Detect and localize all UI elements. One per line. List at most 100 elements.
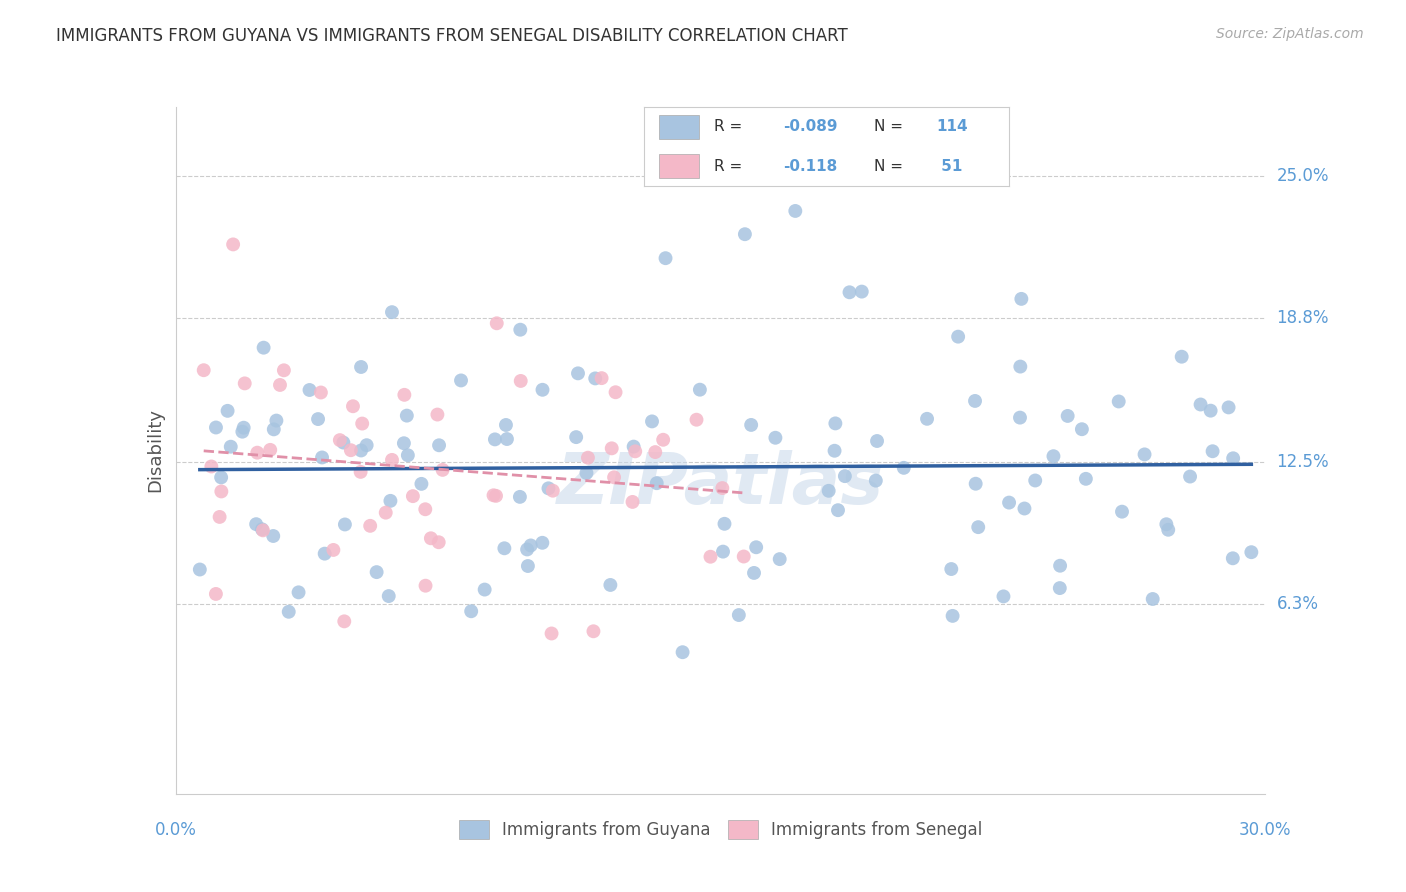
Point bbox=[1056, 409, 1078, 423]
Point bbox=[262, 529, 284, 543]
Point bbox=[1024, 474, 1046, 488]
Point bbox=[641, 414, 664, 428]
Point bbox=[246, 445, 269, 459]
FancyBboxPatch shape bbox=[659, 154, 699, 178]
Point bbox=[1049, 581, 1071, 595]
Point bbox=[1014, 501, 1036, 516]
Point bbox=[531, 383, 554, 397]
Point bbox=[827, 503, 849, 517]
Point bbox=[652, 433, 675, 447]
Point bbox=[1170, 350, 1192, 364]
Point bbox=[1222, 451, 1244, 466]
Point bbox=[366, 565, 388, 579]
Point bbox=[217, 404, 239, 418]
Point bbox=[250, 522, 273, 536]
Point bbox=[402, 489, 425, 503]
Point bbox=[322, 543, 344, 558]
Point bbox=[432, 463, 454, 477]
Point bbox=[689, 383, 711, 397]
Point bbox=[967, 520, 990, 534]
Point bbox=[769, 552, 792, 566]
Text: IMMIGRANTS FROM GUYANA VS IMMIGRANTS FROM SENEGAL DISABILITY CORRELATION CHART: IMMIGRANTS FROM GUYANA VS IMMIGRANTS FRO… bbox=[56, 27, 848, 45]
Point bbox=[450, 374, 472, 388]
Point bbox=[350, 443, 373, 458]
Point bbox=[537, 481, 560, 495]
Point bbox=[824, 443, 846, 458]
Point bbox=[1010, 359, 1032, 374]
Point bbox=[485, 316, 508, 330]
Point bbox=[1008, 410, 1031, 425]
Point bbox=[1042, 449, 1064, 463]
Text: R =: R = bbox=[714, 120, 747, 135]
Text: 6.3%: 6.3% bbox=[1277, 595, 1319, 613]
Point bbox=[193, 363, 215, 377]
Point bbox=[374, 506, 396, 520]
Text: N =: N = bbox=[875, 120, 908, 135]
Text: 12.5%: 12.5% bbox=[1277, 453, 1329, 471]
Point bbox=[866, 434, 889, 448]
Text: -0.089: -0.089 bbox=[783, 120, 838, 135]
Text: 18.8%: 18.8% bbox=[1277, 309, 1329, 326]
Point bbox=[426, 408, 449, 422]
Text: Source: ZipAtlas.com: Source: ZipAtlas.com bbox=[1216, 27, 1364, 41]
Point bbox=[495, 417, 517, 432]
Text: R =: R = bbox=[714, 159, 752, 174]
Point bbox=[519, 538, 541, 552]
Point bbox=[1111, 505, 1133, 519]
Point bbox=[824, 417, 846, 431]
Point bbox=[219, 440, 242, 454]
Point bbox=[740, 417, 762, 432]
Point bbox=[349, 465, 371, 479]
Point bbox=[342, 399, 364, 413]
FancyBboxPatch shape bbox=[659, 115, 699, 138]
Point bbox=[785, 203, 807, 218]
Point bbox=[603, 470, 626, 484]
Point bbox=[377, 589, 399, 603]
Point bbox=[685, 413, 707, 427]
Point bbox=[394, 388, 416, 402]
Point bbox=[583, 371, 606, 385]
Point bbox=[605, 385, 627, 400]
Point bbox=[1157, 523, 1180, 537]
Point bbox=[494, 541, 516, 556]
Point bbox=[576, 450, 599, 465]
Point bbox=[411, 476, 433, 491]
Point bbox=[340, 443, 363, 458]
Point bbox=[946, 329, 969, 343]
Point bbox=[645, 476, 668, 491]
Point bbox=[298, 383, 321, 397]
Point bbox=[419, 531, 441, 545]
Point bbox=[621, 495, 644, 509]
Point bbox=[332, 435, 354, 450]
Point bbox=[763, 431, 786, 445]
Point bbox=[565, 430, 588, 444]
Point bbox=[600, 442, 623, 456]
Point bbox=[1240, 545, 1263, 559]
Point bbox=[1010, 292, 1032, 306]
Point bbox=[941, 562, 963, 576]
Point bbox=[482, 488, 505, 502]
Point bbox=[200, 459, 222, 474]
Point bbox=[541, 483, 564, 498]
Point bbox=[733, 549, 755, 564]
Point bbox=[671, 645, 693, 659]
Text: 114: 114 bbox=[936, 120, 967, 135]
Point bbox=[998, 495, 1021, 509]
Point bbox=[582, 624, 605, 639]
Point bbox=[396, 448, 419, 462]
Point bbox=[1199, 403, 1222, 417]
Point bbox=[942, 608, 965, 623]
Point bbox=[309, 385, 332, 400]
Point bbox=[1222, 551, 1244, 566]
Point bbox=[654, 251, 676, 265]
Point bbox=[727, 608, 749, 623]
Point bbox=[314, 547, 336, 561]
Point bbox=[865, 474, 887, 488]
Point bbox=[269, 378, 291, 392]
Point bbox=[266, 414, 288, 428]
Point bbox=[460, 604, 482, 618]
Point bbox=[352, 417, 374, 431]
Text: 0.0%: 0.0% bbox=[155, 821, 197, 838]
Point bbox=[1108, 394, 1130, 409]
Point bbox=[231, 425, 253, 439]
